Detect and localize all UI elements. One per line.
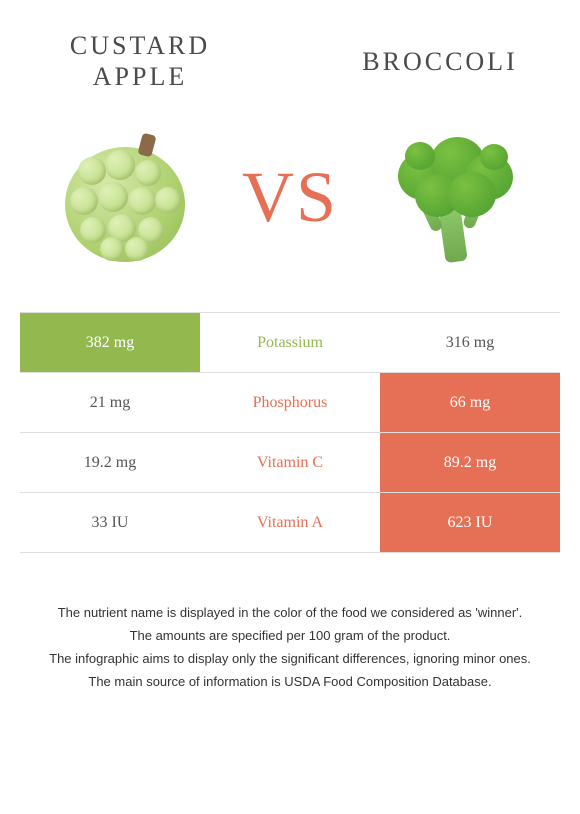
- nutrient-name: Vitamin C: [200, 433, 380, 492]
- vs-label: VS: [242, 156, 338, 239]
- custard-apple-icon: [50, 122, 200, 272]
- right-food-title: Broccoli: [350, 46, 530, 77]
- broccoli-icon: [380, 122, 530, 272]
- footer-line: The infographic aims to display only the…: [30, 649, 550, 670]
- right-value: 623 IU: [380, 493, 560, 552]
- left-value: 21 mg: [20, 373, 200, 432]
- images-row: VS: [0, 112, 580, 312]
- right-value: 89.2 mg: [380, 433, 560, 492]
- left-value: 382 mg: [20, 313, 200, 372]
- left-food-title: Custard apple: [50, 30, 230, 92]
- left-value: 19.2 mg: [20, 433, 200, 492]
- table-row: 19.2 mgVitamin C89.2 mg: [20, 433, 560, 493]
- nutrient-name: Potassium: [200, 313, 380, 372]
- right-value: 66 mg: [380, 373, 560, 432]
- footer-line: The amounts are specified per 100 gram o…: [30, 626, 550, 647]
- table-row: 21 mgPhosphorus66 mg: [20, 373, 560, 433]
- footer-notes: The nutrient name is displayed in the co…: [0, 603, 580, 692]
- footer-line: The main source of information is USDA F…: [30, 672, 550, 693]
- footer-line: The nutrient name is displayed in the co…: [30, 603, 550, 624]
- right-value: 316 mg: [380, 313, 560, 372]
- table-row: 382 mgPotassium316 mg: [20, 313, 560, 373]
- nutrient-table: 382 mgPotassium316 mg21 mgPhosphorus66 m…: [20, 312, 560, 553]
- nutrient-name: Vitamin A: [200, 493, 380, 552]
- nutrient-name: Phosphorus: [200, 373, 380, 432]
- left-value: 33 IU: [20, 493, 200, 552]
- header: Custard apple Broccoli: [0, 0, 580, 112]
- table-row: 33 IUVitamin A623 IU: [20, 493, 560, 553]
